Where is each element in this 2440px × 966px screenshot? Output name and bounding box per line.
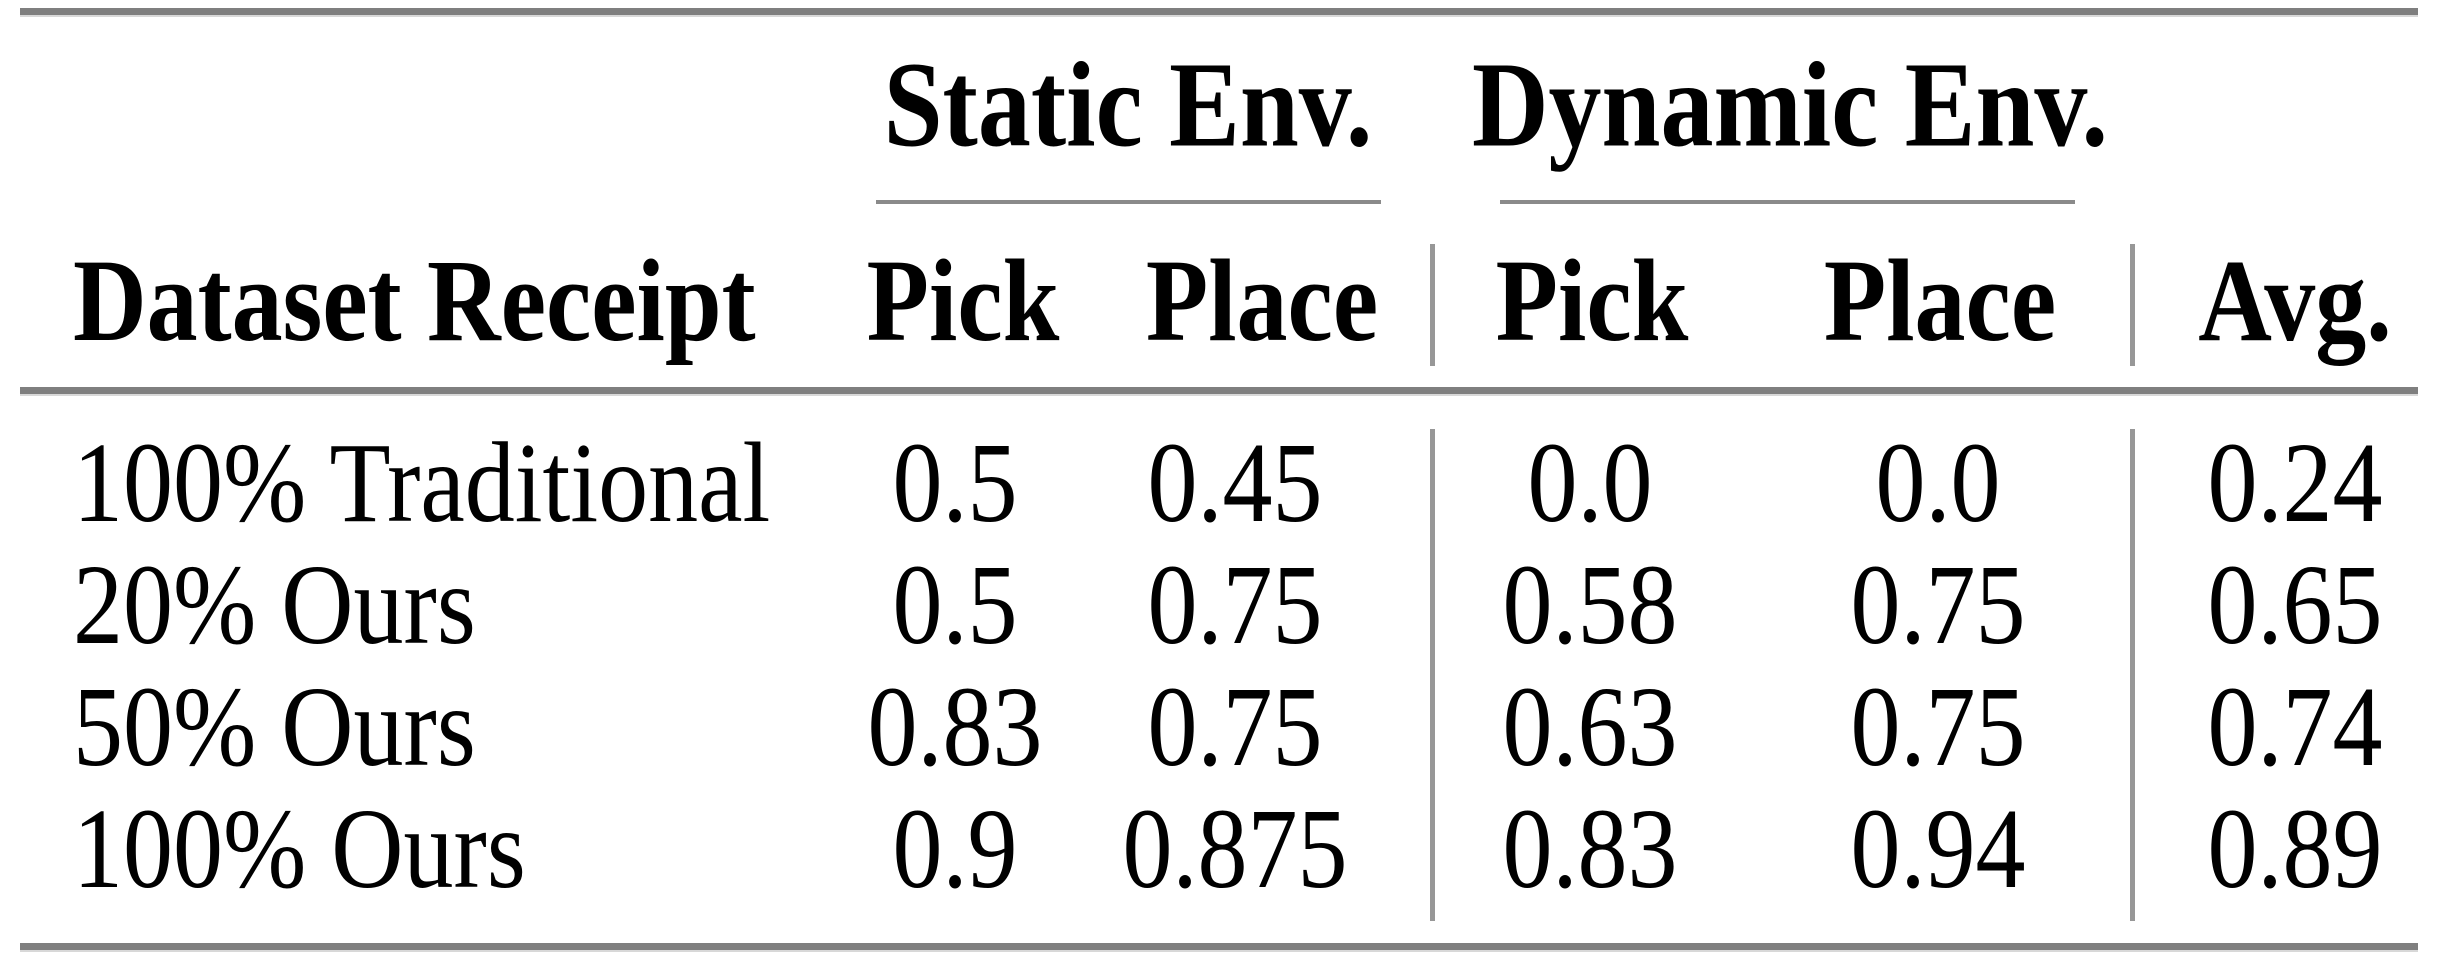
- cell-dynamic-place: 0.0: [1875, 418, 2001, 547]
- cell-dynamic-pick: 0.83: [1502, 784, 1678, 913]
- cell-dynamic-place: 0.94: [1850, 784, 2026, 913]
- divider-static-dynamic-header: [1430, 244, 1435, 366]
- cell-static-pick: 0.9: [892, 784, 1018, 913]
- cell-static-pick: 0.5: [892, 540, 1018, 669]
- col-header-static-place: Place: [1145, 236, 1379, 367]
- cell-dynamic-place: 0.75: [1850, 662, 2026, 791]
- cell-static-place: 0.75: [1147, 662, 1323, 791]
- static-env-spanner-rule: [876, 200, 1381, 204]
- col-header-avg: Avg.: [2198, 236, 2392, 367]
- group-header-dynamic-env: Dynamic Env.: [1471, 37, 2109, 172]
- divider-static-dynamic-body: [1430, 429, 1435, 921]
- cell-static-pick: 0.83: [867, 662, 1043, 791]
- row-label: 100% Traditional: [73, 418, 771, 547]
- table-bottom-rule: [20, 943, 2418, 952]
- col-header-static-pick: Pick: [866, 236, 1060, 367]
- cell-static-place: 0.45: [1147, 418, 1323, 547]
- table-header-rule: [20, 387, 2418, 396]
- row-label: 50% Ours: [73, 662, 476, 791]
- cell-static-place: 0.75: [1147, 540, 1323, 669]
- cell-dynamic-pick: 0.0: [1527, 418, 1653, 547]
- cell-avg: 0.89: [2207, 784, 2383, 913]
- cell-static-pick: 0.5: [892, 418, 1018, 547]
- cell-avg: 0.65: [2207, 540, 2383, 669]
- divider-dynamic-avg-body: [2130, 429, 2135, 921]
- cell-static-place: 0.875: [1122, 784, 1348, 913]
- row-label: 100% Ours: [73, 784, 526, 913]
- table-top-rule: [20, 8, 2418, 17]
- dynamic-env-spanner-rule: [1500, 200, 2075, 204]
- cell-dynamic-pick: 0.58: [1502, 540, 1678, 669]
- cell-avg: 0.74: [2207, 662, 2383, 791]
- cell-dynamic-place: 0.75: [1850, 540, 2026, 669]
- col-header-dynamic-place: Place: [1823, 236, 2057, 367]
- group-header-static-env: Static Env.: [883, 37, 1373, 172]
- cell-dynamic-pick: 0.63: [1502, 662, 1678, 791]
- col-header-dynamic-pick: Pick: [1495, 236, 1689, 367]
- divider-dynamic-avg-header: [2130, 244, 2135, 366]
- cell-avg: 0.24: [2207, 418, 2383, 547]
- col-header-dataset-receipt: Dataset Receipt: [73, 236, 756, 367]
- row-label: 20% Ours: [73, 540, 476, 669]
